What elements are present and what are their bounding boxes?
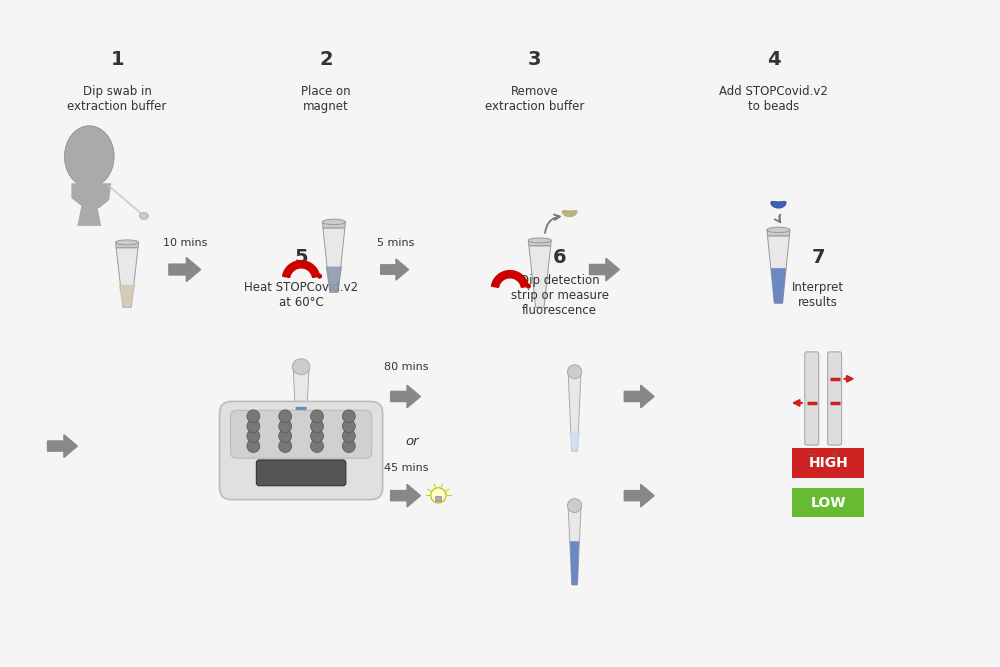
Circle shape: [311, 410, 323, 423]
Circle shape: [342, 410, 355, 423]
Polygon shape: [116, 247, 138, 307]
FancyBboxPatch shape: [220, 402, 383, 500]
Text: −: −: [807, 450, 816, 460]
Circle shape: [247, 440, 260, 452]
Text: Add STOPCovid.v2
to beads: Add STOPCovid.v2 to beads: [719, 85, 828, 113]
Polygon shape: [391, 385, 420, 408]
Circle shape: [247, 430, 260, 443]
Ellipse shape: [64, 126, 114, 187]
FancyBboxPatch shape: [792, 448, 864, 478]
FancyBboxPatch shape: [828, 352, 842, 445]
Ellipse shape: [567, 365, 582, 379]
Polygon shape: [77, 206, 101, 226]
Text: Interpret
results: Interpret results: [792, 281, 844, 309]
Text: Dip detection
strip or measure
fluorescence: Dip detection strip or measure fluoresce…: [511, 274, 609, 317]
Polygon shape: [119, 285, 135, 307]
Text: +: +: [830, 450, 839, 460]
Circle shape: [342, 430, 355, 443]
Text: 2: 2: [319, 50, 333, 69]
Polygon shape: [391, 484, 420, 507]
Polygon shape: [169, 257, 201, 281]
Text: 10 mins: 10 mins: [163, 237, 207, 247]
Polygon shape: [562, 211, 577, 217]
Polygon shape: [568, 372, 581, 451]
Ellipse shape: [116, 240, 139, 245]
FancyBboxPatch shape: [231, 410, 372, 458]
Text: Place on
magnet: Place on magnet: [301, 85, 351, 113]
Circle shape: [342, 440, 355, 452]
Circle shape: [431, 488, 446, 503]
Circle shape: [279, 440, 292, 452]
Polygon shape: [48, 435, 77, 458]
Circle shape: [279, 410, 292, 423]
Ellipse shape: [567, 499, 582, 512]
Text: Heat STOPCovid.v2
at 60°C: Heat STOPCovid.v2 at 60°C: [244, 281, 358, 309]
Ellipse shape: [527, 284, 530, 288]
Polygon shape: [771, 268, 786, 303]
Ellipse shape: [528, 238, 551, 243]
Text: 80 mins: 80 mins: [384, 362, 429, 372]
Text: 7: 7: [811, 248, 825, 267]
Polygon shape: [296, 407, 307, 456]
Polygon shape: [491, 271, 528, 287]
Circle shape: [311, 420, 323, 433]
Polygon shape: [326, 267, 342, 292]
Text: 5 mins: 5 mins: [377, 237, 414, 247]
Text: 3: 3: [528, 50, 542, 69]
Polygon shape: [771, 201, 786, 208]
FancyBboxPatch shape: [805, 352, 819, 445]
Polygon shape: [570, 541, 579, 585]
Polygon shape: [322, 222, 345, 228]
Circle shape: [247, 410, 260, 423]
Polygon shape: [568, 506, 581, 585]
Text: LOW: LOW: [810, 496, 846, 510]
Circle shape: [311, 430, 323, 443]
Circle shape: [311, 440, 323, 452]
Polygon shape: [116, 242, 139, 247]
Bar: [435, 496, 441, 502]
Circle shape: [247, 420, 260, 433]
Polygon shape: [381, 259, 409, 280]
Polygon shape: [71, 183, 111, 208]
Text: 45 mins: 45 mins: [384, 463, 429, 473]
Polygon shape: [624, 385, 654, 408]
Polygon shape: [528, 240, 551, 245]
Polygon shape: [529, 245, 551, 307]
Ellipse shape: [767, 227, 790, 233]
Polygon shape: [293, 367, 309, 456]
Ellipse shape: [292, 359, 310, 375]
Polygon shape: [590, 258, 619, 281]
Polygon shape: [768, 236, 789, 303]
Text: 6: 6: [553, 248, 566, 267]
Ellipse shape: [322, 219, 345, 225]
Text: HIGH: HIGH: [808, 456, 848, 470]
Polygon shape: [767, 230, 790, 236]
Polygon shape: [283, 261, 320, 277]
FancyBboxPatch shape: [792, 488, 864, 518]
FancyBboxPatch shape: [256, 460, 346, 486]
Circle shape: [279, 420, 292, 433]
Text: 5: 5: [294, 248, 308, 267]
Polygon shape: [569, 431, 580, 451]
Text: 1: 1: [110, 50, 124, 69]
Ellipse shape: [140, 213, 148, 219]
Text: Remove
extraction buffer: Remove extraction buffer: [485, 85, 584, 113]
Polygon shape: [624, 484, 654, 507]
Circle shape: [342, 420, 355, 433]
Ellipse shape: [318, 274, 321, 278]
Text: 4: 4: [767, 50, 780, 69]
Text: Dip swab in
extraction buffer: Dip swab in extraction buffer: [67, 85, 167, 113]
Polygon shape: [323, 228, 345, 292]
Text: or: or: [406, 435, 419, 448]
Circle shape: [279, 430, 292, 443]
